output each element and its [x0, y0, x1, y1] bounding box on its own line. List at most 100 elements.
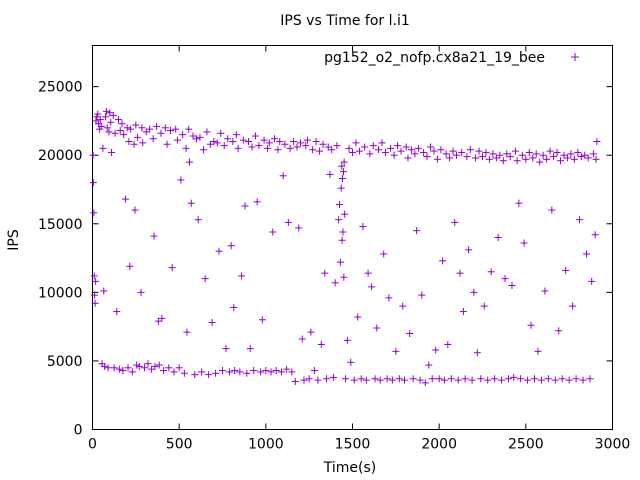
data-point-146	[297, 139, 304, 147]
data-point-290	[532, 150, 540, 158]
data-point-291	[534, 347, 542, 355]
data-point-245	[454, 376, 462, 384]
y-tick-label-1: 5000	[47, 354, 83, 370]
data-point-203	[381, 148, 389, 156]
x-tick-label-5: 2500	[508, 437, 544, 453]
data-point-174	[338, 175, 346, 183]
data-point-169	[336, 201, 343, 209]
data-point-194	[366, 150, 374, 158]
data-point-158	[317, 340, 325, 348]
data-point-314	[574, 148, 582, 156]
data-point-157	[316, 147, 324, 155]
data-point-34	[119, 367, 127, 375]
data-point-287	[527, 321, 535, 329]
data-point-147	[298, 335, 306, 343]
data-point-301	[551, 376, 559, 384]
data-point-155	[312, 138, 320, 145]
data-point-307	[562, 266, 570, 274]
data-point-152	[307, 328, 315, 336]
data-point-215	[402, 143, 410, 151]
data-point-186	[352, 139, 360, 147]
data-point-105	[227, 242, 235, 250]
data-point-88	[198, 368, 206, 376]
data-point-302	[553, 148, 561, 156]
data-point-25	[108, 148, 116, 156]
data-point-221	[413, 227, 421, 235]
data-point-44	[131, 206, 139, 214]
legend: pg152_o2_nofp.cx8a21_19_bee	[324, 50, 579, 66]
data-point-94	[208, 319, 216, 327]
data-point-3	[90, 272, 98, 280]
data-point-197	[371, 375, 379, 383]
data-point-190	[359, 223, 367, 231]
data-point-41	[127, 125, 135, 133]
data-point-16	[100, 287, 108, 295]
data-point-278	[511, 147, 519, 155]
data-point-130	[269, 228, 277, 236]
data-point-181	[343, 336, 351, 344]
data-point-115	[243, 369, 251, 377]
data-point-143	[291, 378, 299, 385]
axis-ticks	[92, 45, 613, 430]
data-point-259	[479, 153, 486, 161]
data-point-248	[459, 308, 467, 316]
data-point-33	[118, 120, 126, 128]
tick-labels: 0 500 1000 1500 2000 2500 3000 0 5000 10000 15000 2…	[38, 80, 630, 453]
chart-title: IPS vs Time for l.i1	[280, 13, 410, 29]
data-point-91	[203, 128, 211, 136]
data-point-12	[96, 116, 104, 124]
data-point-183	[347, 358, 355, 366]
data-point-121	[253, 198, 261, 206]
data-point-22	[105, 128, 113, 136]
data-point-325	[592, 155, 600, 163]
data-point-195	[368, 283, 376, 291]
data-point-320	[584, 154, 592, 162]
data-point-148	[300, 376, 308, 384]
data-point-274	[505, 375, 512, 383]
data-point-214	[401, 376, 408, 384]
data-point-193	[364, 269, 372, 277]
data-point-234	[435, 375, 443, 383]
data-point-258	[477, 375, 485, 383]
data-point-151	[305, 375, 313, 383]
data-point-77	[180, 369, 188, 377]
data-point-317	[579, 376, 587, 384]
data-point-205	[385, 294, 393, 302]
data-point-280	[515, 199, 523, 207]
data-point-254	[470, 288, 478, 296]
data-point-135	[277, 368, 285, 376]
data-point-87	[196, 133, 204, 141]
data-point-49	[137, 288, 145, 296]
data-point-227	[423, 153, 431, 161]
data-point-39	[125, 138, 133, 145]
data-point-75	[177, 176, 185, 184]
data-point-120	[251, 132, 259, 140]
data-point-237	[440, 376, 448, 384]
data-point-235	[437, 146, 445, 154]
data-point-232	[432, 346, 440, 354]
data-point-311	[569, 302, 577, 310]
data-point-109	[232, 131, 240, 139]
data-point-45	[132, 121, 140, 129]
data-point-257	[475, 147, 483, 155]
data-point-216	[404, 154, 412, 162]
data-point-145	[295, 224, 303, 232]
data-point-206	[387, 144, 395, 152]
data-point-188	[355, 147, 363, 155]
data-point-144	[293, 143, 301, 151]
data-point-315	[576, 216, 584, 224]
data-point-185	[350, 376, 358, 384]
data-point-119	[250, 367, 258, 375]
data-point-279	[513, 157, 521, 165]
data-point-81	[186, 158, 194, 166]
data-point-82	[187, 199, 195, 207]
data-point-184	[349, 148, 356, 156]
data-point-150	[303, 136, 311, 144]
data-point-303	[555, 327, 563, 335]
data-point-97	[213, 139, 221, 147]
data-point-176	[339, 168, 347, 176]
data-point-249	[461, 375, 469, 383]
data-point-247	[458, 148, 466, 156]
data-point-260	[480, 302, 488, 310]
data-point-15	[99, 144, 107, 152]
